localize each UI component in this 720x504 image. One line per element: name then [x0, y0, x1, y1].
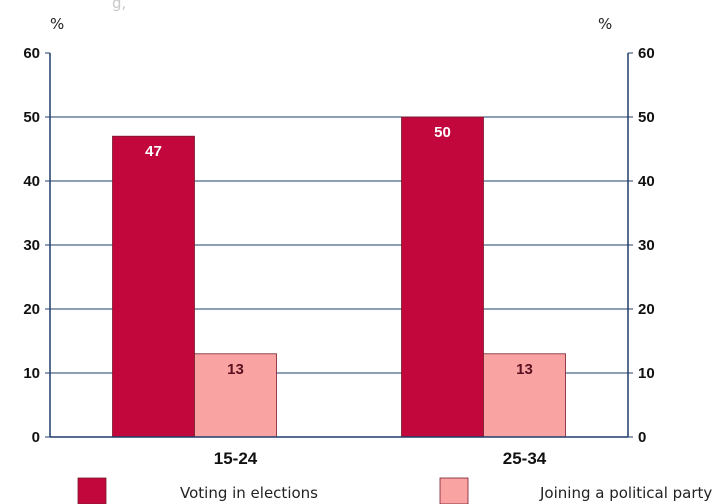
- y-tick-label-left: 60: [23, 45, 40, 62]
- plot-frame: [45, 52, 633, 438]
- x-category-label: 15-24: [214, 449, 258, 468]
- y-tick-label-left: 40: [23, 173, 40, 190]
- y-unit-left: %: [50, 15, 64, 33]
- y-tick-label-left: 30: [23, 237, 40, 254]
- header-fragment: g,: [112, 0, 126, 12]
- data-label: 47: [145, 143, 162, 160]
- bar-voting-25-34: [401, 116, 484, 438]
- plot-ticks: 0 0 10 10 20 20 30 30 40 40 50 50 60 60: [23, 45, 654, 446]
- data-label: 13: [516, 361, 533, 378]
- y-tick-label-right: 10: [638, 365, 655, 382]
- y-tick-label-right: 20: [638, 301, 655, 318]
- legend-label: Joining a political party: [539, 484, 712, 502]
- plot-bars: 47 13 50 13: [112, 116, 566, 438]
- y-unit-right: %: [598, 15, 612, 33]
- data-label: 13: [227, 361, 244, 378]
- plot-categories: 15-24 25-34: [214, 449, 547, 468]
- y-tick-label-right: 60: [638, 45, 655, 62]
- bar-voting-15-24: [112, 135, 195, 438]
- y-tick-label-left: 20: [23, 301, 40, 318]
- y-tick-label-right: 0: [638, 429, 646, 446]
- y-tick-label-right: 30: [638, 237, 655, 254]
- y-tick-label-left: 10: [23, 365, 40, 382]
- bar-party-15-24: [194, 353, 277, 438]
- y-tick-label-left: 50: [23, 109, 40, 126]
- x-category-label: 25-34: [503, 449, 547, 468]
- y-tick-label-right: 50: [638, 109, 655, 126]
- legend: Voting in elections Joining a political p…: [77, 477, 712, 504]
- legend-swatch: [439, 477, 469, 504]
- y-tick-label-left: 0: [32, 429, 40, 446]
- legend-label: Voting in elections: [180, 484, 318, 502]
- y-tick-label-right: 40: [638, 173, 655, 190]
- legend-swatch: [77, 477, 107, 504]
- data-label: 50: [434, 124, 451, 141]
